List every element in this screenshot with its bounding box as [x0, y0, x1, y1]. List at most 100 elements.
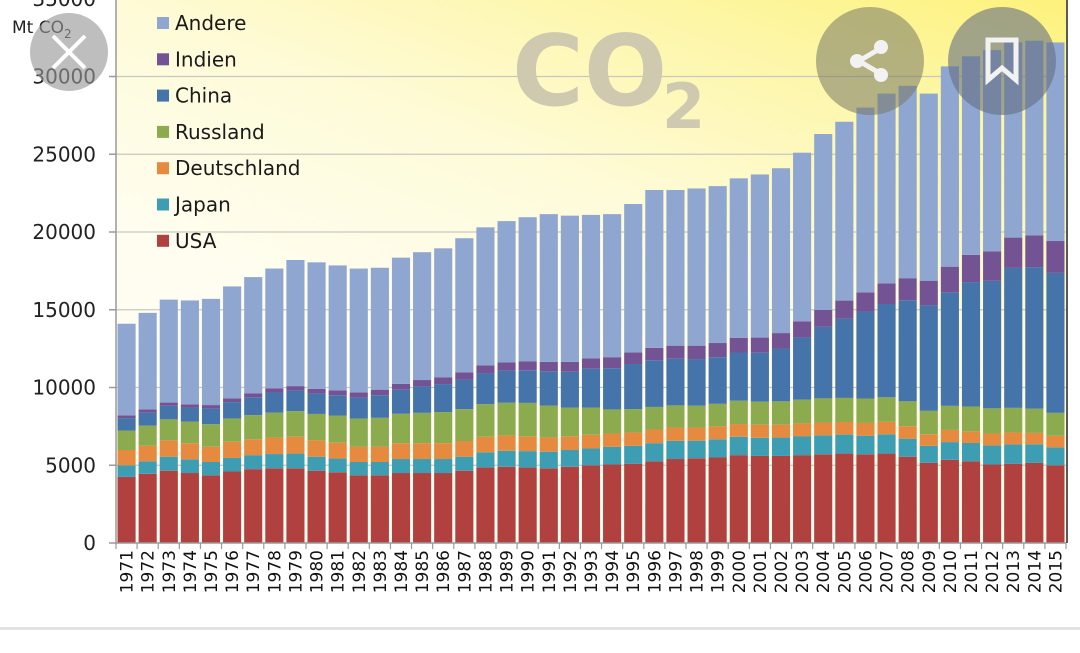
- bar-andere-1986: [434, 248, 453, 378]
- bar-andere-2015: [1046, 42, 1065, 242]
- bar-china-1996: [645, 360, 664, 407]
- bar-china-1974: [180, 407, 199, 422]
- bar-japan-2007: [877, 434, 896, 454]
- bar-usa-1971: [117, 476, 136, 543]
- bar-japan-2011: [961, 443, 981, 462]
- legend-label-usa: USA: [175, 229, 217, 253]
- bar-group-1974: [180, 300, 199, 543]
- bar-usa-1999: [708, 457, 727, 543]
- bar-japan-1973: [159, 456, 178, 471]
- bar-indien-2008: [898, 278, 917, 301]
- bar-indien-2009: [919, 280, 938, 306]
- bar-russland-1978: [265, 412, 284, 438]
- legend: Andere Indien China Russland Deutschland Japa…: [157, 11, 301, 253]
- bar-deutschland-1997: [666, 427, 685, 441]
- bar-russland-2010: [940, 405, 959, 430]
- bar-usa-1983: [370, 475, 389, 543]
- x-tick-label-1974: 1974: [181, 550, 201, 593]
- bar-andere-1975: [201, 298, 221, 406]
- legend-label-deutschland: Deutschland: [175, 156, 301, 180]
- bar-china-1992: [560, 371, 579, 408]
- bar-russland-1998: [687, 405, 706, 428]
- bar-indien-2011: [961, 254, 981, 283]
- bar-usa-1996: [645, 461, 664, 543]
- bar-russland-1996: [645, 406, 664, 430]
- bar-japan-2005: [835, 434, 854, 454]
- bar-deutschland-1995: [624, 432, 643, 446]
- bar-japan-1987: [455, 456, 474, 471]
- bar-china-2015: [1046, 272, 1065, 413]
- bar-japan-2009: [919, 445, 938, 463]
- bar-group-1980: [307, 262, 326, 543]
- bar-russland-1999: [708, 403, 727, 427]
- y-tick-label-20000: 20000: [32, 220, 96, 244]
- bar-indien-1974: [180, 404, 199, 408]
- bar-japan-1993: [581, 448, 601, 466]
- bar-deutschland-1986: [434, 443, 453, 460]
- bar-indien-1973: [159, 402, 178, 406]
- bar-usa-2005: [835, 453, 854, 543]
- bar-andere-1990: [518, 217, 537, 362]
- bar-usa-2010: [940, 459, 959, 543]
- bar-japan-1990: [518, 451, 537, 468]
- bar-usa-1976: [223, 471, 242, 543]
- x-tick-label-1991: 1991: [540, 550, 560, 593]
- bar-japan-2001: [750, 437, 769, 456]
- bar-andere-1979: [286, 259, 305, 387]
- bar-russland-1992: [560, 407, 579, 437]
- bar-indien-1975: [201, 405, 221, 409]
- bar-russland-1989: [497, 402, 516, 436]
- bar-indien-2005: [835, 300, 854, 319]
- bar-group-1999: [708, 186, 727, 543]
- bar-russland-2009: [919, 410, 938, 435]
- bar-china-2004: [814, 326, 833, 399]
- legend-label-andere: Andere: [175, 11, 246, 35]
- share-button[interactable]: [816, 7, 924, 115]
- bar-usa-2003: [793, 455, 812, 543]
- bar-china-1988: [476, 373, 495, 405]
- bar-usa-1987: [455, 470, 474, 543]
- bars: [117, 40, 1065, 543]
- bar-japan-1979: [286, 453, 305, 469]
- bar-deutschland-2004: [814, 422, 833, 436]
- bar-group-2015: [1046, 42, 1065, 543]
- bar-usa-1973: [159, 470, 178, 543]
- bar-group-1993: [581, 214, 601, 543]
- axes: [109, 0, 1068, 549]
- x-tick-label-1975: 1975: [202, 550, 222, 593]
- watermark-co: CO: [512, 15, 667, 129]
- bar-china-1973: [159, 405, 178, 420]
- bar-andere-1981: [328, 265, 347, 391]
- bar-russland-2005: [835, 397, 854, 423]
- bar-china-1997: [666, 358, 685, 406]
- bar-andere-2002: [771, 168, 791, 334]
- bar-usa-2008: [898, 456, 917, 543]
- bar-china-1995: [624, 364, 643, 410]
- bar-china-2011: [961, 282, 981, 407]
- bar-russland-1980: [307, 413, 326, 441]
- bar-indien-1999: [708, 343, 727, 358]
- bar-china-1987: [455, 379, 474, 410]
- bar-group-2013: [1004, 42, 1023, 543]
- bar-deutschland-2002: [771, 424, 791, 438]
- bar-indien-1976: [223, 398, 242, 403]
- bar-indien-1995: [624, 352, 643, 365]
- bar-deutschland-1996: [645, 429, 664, 444]
- bar-deutschland-1972: [138, 445, 157, 462]
- bar-japan-1989: [497, 450, 516, 467]
- bar-group-1982: [349, 268, 368, 543]
- x-tick-label-1986: 1986: [434, 550, 454, 593]
- legend-item-indien: Indien: [157, 47, 237, 71]
- close-button[interactable]: [30, 13, 108, 91]
- bar-deutschland-1999: [708, 426, 727, 440]
- bar-japan-1992: [560, 450, 579, 467]
- bar-russland-1979: [286, 411, 305, 437]
- bar-usa-1982: [349, 475, 368, 543]
- bar-russland-1982: [349, 418, 368, 447]
- bookmark-button[interactable]: [948, 7, 1056, 115]
- bar-group-1995: [624, 204, 643, 543]
- bar-usa-2000: [729, 455, 748, 543]
- bar-japan-1997: [666, 440, 685, 460]
- bar-indien-1996: [645, 347, 664, 361]
- bar-russland-2013: [1004, 407, 1023, 433]
